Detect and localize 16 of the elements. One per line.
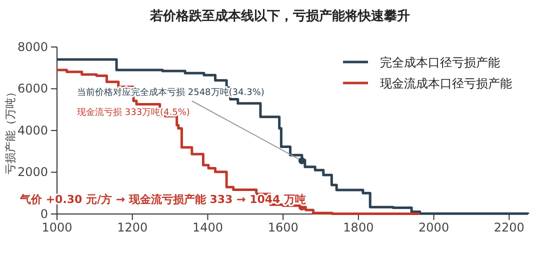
y-tick-label: 0 [40, 206, 48, 221]
y-tick-label: 2000 [17, 165, 48, 180]
legend-label: 现金流成本口径亏损产能 [380, 76, 512, 90]
y-tick-label: 6000 [17, 82, 48, 96]
y-axis-title: 亏损产能（万吨） [4, 86, 17, 174]
x-tick-label: 1000 [42, 220, 72, 235]
y-tick-label: 8000 [17, 40, 48, 54]
x-tick-label: 1400 [192, 220, 223, 235]
x-tick-label: 2000 [418, 220, 450, 235]
legend-label: 完全成本口径亏损产能 [380, 56, 500, 70]
x-tick-label: 1800 [343, 220, 374, 235]
x-tick-label: 1200 [117, 220, 148, 235]
x-tick-label: 2200 [494, 220, 524, 235]
y-tick-label: 4000 [17, 123, 48, 138]
x-tick-label: 1600 [268, 220, 298, 235]
chart-title: 若价格跌至成本线以下，亏损产能将快速攀升 [149, 8, 410, 24]
